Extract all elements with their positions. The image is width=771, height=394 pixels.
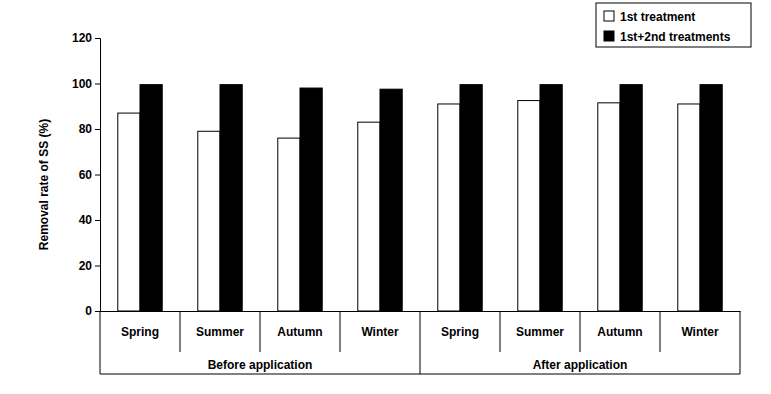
bar	[220, 85, 242, 311]
bar	[620, 85, 642, 311]
bars	[118, 85, 722, 311]
y-tick: 120	[72, 31, 100, 45]
bar	[598, 103, 620, 311]
y-axis-line	[95, 39, 101, 312]
x-tick: Autumn	[277, 325, 322, 339]
x-tick: Winter	[681, 325, 719, 339]
y-tick-label: 60	[79, 168, 93, 182]
bar	[300, 88, 322, 311]
y-axis: 0 20 40 60 80 100 120	[72, 31, 101, 318]
legend-swatch	[604, 31, 614, 41]
y-tick-label: 0	[85, 304, 92, 318]
group-label: Before application	[208, 358, 313, 372]
separator	[660, 311, 661, 352]
y-tick-mark	[95, 175, 100, 176]
legend-box	[596, 3, 751, 47]
x-tick: Summer	[516, 325, 564, 339]
y-tick-label: 20	[79, 259, 93, 273]
bar	[460, 85, 482, 311]
x-tick: Winter	[361, 325, 399, 339]
legend-label: 1st treatment	[620, 10, 695, 24]
y-tick-mark	[95, 266, 100, 267]
bar	[540, 85, 562, 311]
x-tick-label: Winter	[681, 325, 719, 339]
legend-label: 1st+2nd treatments	[620, 30, 731, 44]
y-tick-label: 40	[79, 213, 93, 227]
chart: 0 20 40 60 80 100 120 Removal rate of SS (%) Spr…	[0, 0, 771, 394]
x-tick-label: Winter	[361, 325, 399, 339]
separator	[340, 311, 341, 352]
y-tick-mark	[95, 220, 100, 221]
separator	[260, 311, 261, 352]
x-tick-label: Summer	[516, 325, 564, 339]
bar	[678, 104, 700, 311]
y-axis-title: Removal rate of SS (%)	[37, 119, 51, 250]
y-tick-label: 120	[72, 31, 92, 45]
bar	[140, 85, 162, 311]
bar	[198, 131, 220, 311]
separator	[740, 311, 741, 374]
y-tick-mark	[95, 38, 100, 39]
y-tick-label: 100	[72, 77, 92, 91]
y-tick-mark	[95, 84, 100, 85]
x-tick: Spring	[441, 325, 479, 339]
separator	[180, 311, 181, 352]
x-tick: Summer	[196, 325, 244, 339]
y-tick-mark	[95, 311, 100, 312]
bar	[380, 89, 402, 311]
bar	[278, 138, 300, 311]
category-separators	[100, 311, 740, 374]
x-tick-label: Autumn	[597, 325, 642, 339]
legend: 1st treatment 1st+2nd treatments	[596, 3, 751, 47]
bar	[358, 122, 380, 311]
x-tick-label: Spring	[441, 325, 479, 339]
separator	[100, 374, 740, 375]
legend-entry: 1st+2nd treatments	[604, 30, 731, 44]
x-tick: Autumn	[597, 325, 642, 339]
x-tick: Spring	[121, 325, 159, 339]
separator	[580, 311, 581, 352]
y-tick: 0	[85, 304, 100, 318]
y-tick: 20	[79, 259, 100, 273]
separator	[420, 311, 421, 374]
y-tick: 40	[79, 213, 100, 227]
bar	[438, 104, 460, 311]
y-tick-mark	[95, 129, 100, 130]
group-label: After application	[533, 358, 628, 372]
legend-swatch	[604, 11, 614, 21]
x-tick-label: Spring	[121, 325, 159, 339]
bar	[700, 85, 722, 311]
y-tick: 80	[79, 122, 100, 136]
x-tick-label: Autumn	[277, 325, 322, 339]
legend-entry: 1st treatment	[604, 10, 695, 24]
separator	[100, 311, 101, 374]
bar	[118, 113, 140, 311]
separator	[500, 311, 501, 352]
y-tick-label: 80	[79, 122, 93, 136]
bar	[518, 101, 540, 311]
y-tick: 100	[72, 77, 100, 91]
y-tick: 60	[79, 168, 100, 182]
x-tick-label: Summer	[196, 325, 244, 339]
